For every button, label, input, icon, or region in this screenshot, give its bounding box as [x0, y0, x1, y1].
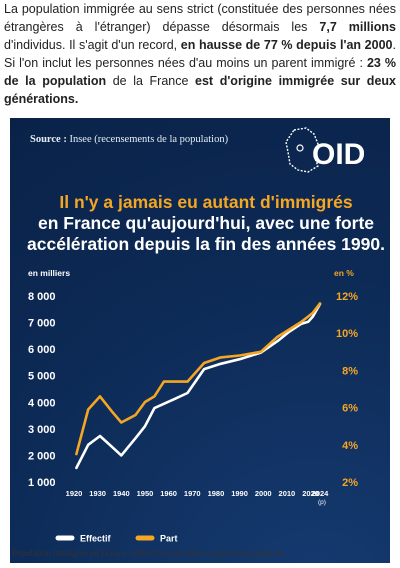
y-left-tick-label: 3 000 — [28, 424, 56, 436]
y-left-tick-label: 2 000 — [28, 450, 56, 462]
x-tick-label: 1960 — [160, 489, 177, 498]
x-tick-label: 1940 — [113, 489, 130, 498]
logo-text: OID — [312, 138, 365, 171]
x-tick-suffix: (p) — [318, 499, 326, 506]
legend-label-effectif: Effectif — [80, 534, 112, 544]
intro-bold-4: est d'origine immigrée sur deux générati… — [4, 74, 396, 106]
y-left-tick-label: 1 000 — [28, 477, 56, 489]
x-tick-label: 1920 — [66, 489, 83, 498]
y-left-tick-label: 6 000 — [28, 344, 56, 356]
y-left-tick-label: 5 000 — [28, 371, 56, 383]
y-right-tick-label: 4% — [342, 440, 358, 452]
y-left-tick-label: 4 000 — [28, 397, 56, 409]
x-tick-label: 2010 — [279, 489, 296, 498]
legend-label-part: Part — [160, 534, 178, 544]
x-tick-label: 1990 — [231, 489, 248, 498]
chart-card: Source : Insee (recensements de la popul… — [10, 118, 390, 563]
line-chart: en milliers en % 1 000 2 000 3 000 4 000 5 000… — [28, 268, 358, 544]
x-tick-label: 1950 — [137, 489, 154, 498]
x-tick-label: 2024 — [312, 489, 330, 498]
y-left-tick-label: 8 000 — [28, 291, 56, 303]
intro-bold-1: 7,7 millions — [319, 20, 396, 34]
y-right-tick-label: 6% — [342, 403, 358, 415]
y-right-tick-label: 8% — [342, 365, 358, 377]
y-right-tick-label: 12% — [336, 291, 358, 303]
oid-logo: OID — [285, 127, 365, 173]
source-line: Source : Insee (recensements de la popul… — [30, 134, 229, 145]
x-tick-label: 1970 — [184, 489, 201, 498]
y-left-tick-label: 7 000 — [28, 318, 56, 330]
x-tick-label: 1980 — [208, 489, 225, 498]
x-tick-label: 1930 — [89, 489, 106, 498]
chart-title: Il n'y a jamais eu autant d'immigrés en … — [27, 192, 385, 254]
caption: Population immigrée en France : effectif… — [12, 548, 287, 558]
intro-bold-3: 23 % de la population — [4, 56, 396, 88]
x-tick-label: 2020 — [302, 489, 319, 498]
intro-bold-2: en hausse de 77 % depuis l'an 2000 — [180, 38, 393, 52]
x-tick-label: 2000 — [255, 489, 272, 498]
y-right-axis-label: en % — [334, 268, 354, 278]
intro-paragraph: La population immigrée au sens strict (c… — [4, 2, 396, 106]
y-left-axis-label: en milliers — [28, 268, 70, 278]
y-right-tick-label: 10% — [336, 328, 358, 340]
france-outline-icon — [285, 127, 319, 173]
y-right-tick-label: 2% — [342, 477, 358, 489]
series-line-effectif — [75, 302, 322, 470]
